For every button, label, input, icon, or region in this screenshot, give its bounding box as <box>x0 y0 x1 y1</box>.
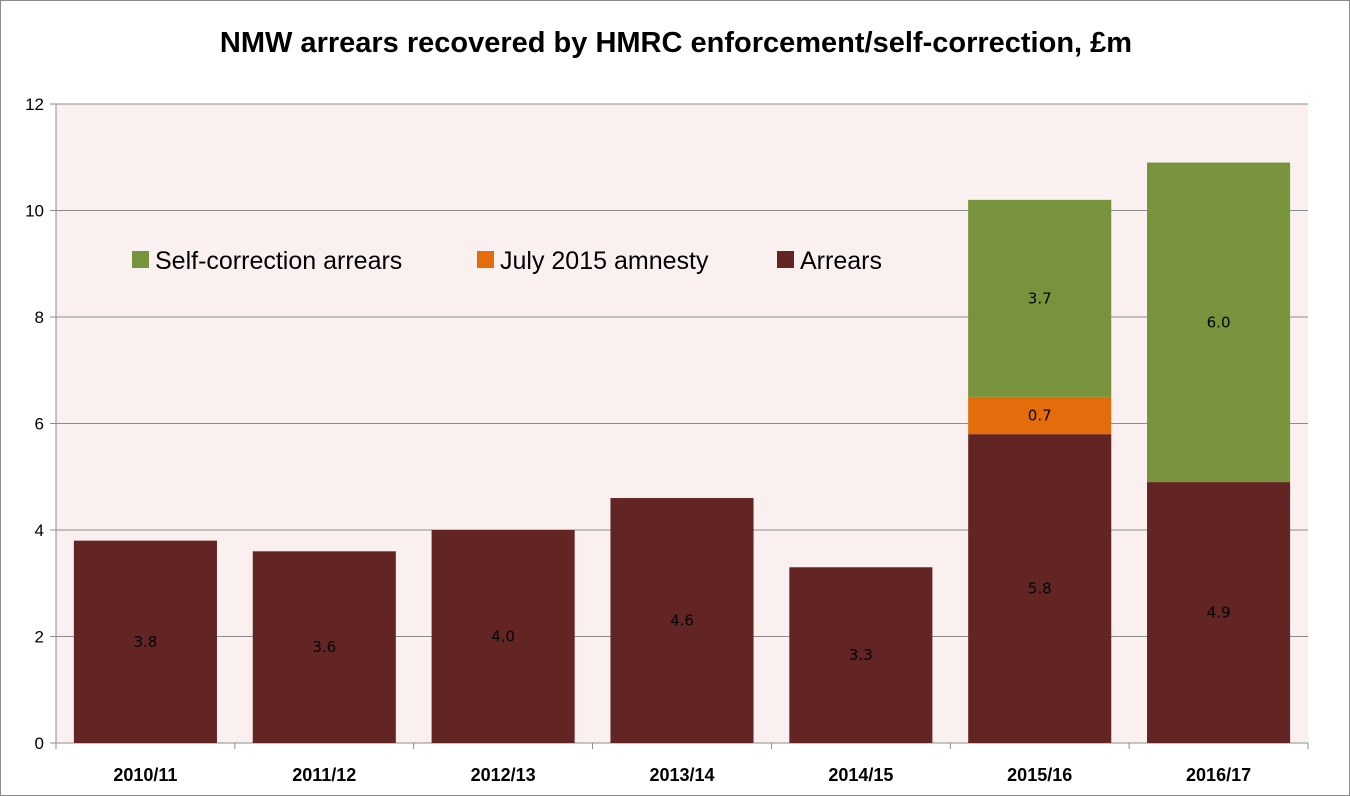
data-label: 3.7 <box>1028 289 1052 307</box>
data-label: 4.9 <box>1207 604 1231 622</box>
bar-arrears <box>1147 482 1291 743</box>
x-category-label: 2010/11 <box>113 765 177 785</box>
legend-label-self-correction-arrears: Self-correction arrears <box>155 247 402 275</box>
y-tick-label: 0 <box>35 734 44 753</box>
x-category-label: 2013/14 <box>649 765 714 785</box>
bar-arrears <box>968 434 1112 743</box>
y-tick-label: 12 <box>25 95 44 114</box>
x-category-label: 2011/12 <box>292 765 356 785</box>
bar-arrears <box>252 551 396 743</box>
data-label: 3.8 <box>133 633 157 651</box>
data-label: 3.3 <box>849 646 873 664</box>
x-category-label: 2016/17 <box>1186 765 1251 785</box>
bar-self-correction-arrears <box>968 199 1112 397</box>
y-tick-label: 4 <box>35 521 44 540</box>
data-label: 4.6 <box>670 612 694 630</box>
data-label: 3.6 <box>312 638 336 656</box>
legend-label-july-2015-amnesty: July 2015 amnesty <box>500 247 709 275</box>
x-category-label: 2015/16 <box>1007 765 1072 785</box>
data-label: 0.7 <box>1028 407 1052 425</box>
chart-title: NMW arrears recovered by HMRC enforcemen… <box>219 27 1133 59</box>
bar-july-2015-amnesty <box>968 396 1112 435</box>
x-category-label: 2012/13 <box>471 765 536 785</box>
y-tick-label: 6 <box>35 415 44 434</box>
data-label: 4.0 <box>491 628 515 646</box>
bar-self-correction-arrears <box>1147 162 1291 483</box>
bar-arrears <box>73 540 217 743</box>
data-label: 6.0 <box>1207 313 1231 331</box>
legend-label-arrears: Arrears <box>800 247 882 275</box>
bar-arrears <box>789 567 933 743</box>
legend-swatch-arrears <box>777 251 794 268</box>
legend-swatch-july-2015-amnesty <box>477 251 494 268</box>
bar-arrears <box>431 530 575 743</box>
data-label: 5.8 <box>1028 580 1052 598</box>
bar-arrears <box>610 498 754 743</box>
legend-swatch-self-correction-arrears <box>132 251 149 268</box>
y-tick-label: 8 <box>35 308 44 327</box>
y-tick-label: 10 <box>25 202 44 221</box>
y-tick-label: 2 <box>35 628 44 647</box>
x-category-label: 2014/15 <box>828 765 893 785</box>
